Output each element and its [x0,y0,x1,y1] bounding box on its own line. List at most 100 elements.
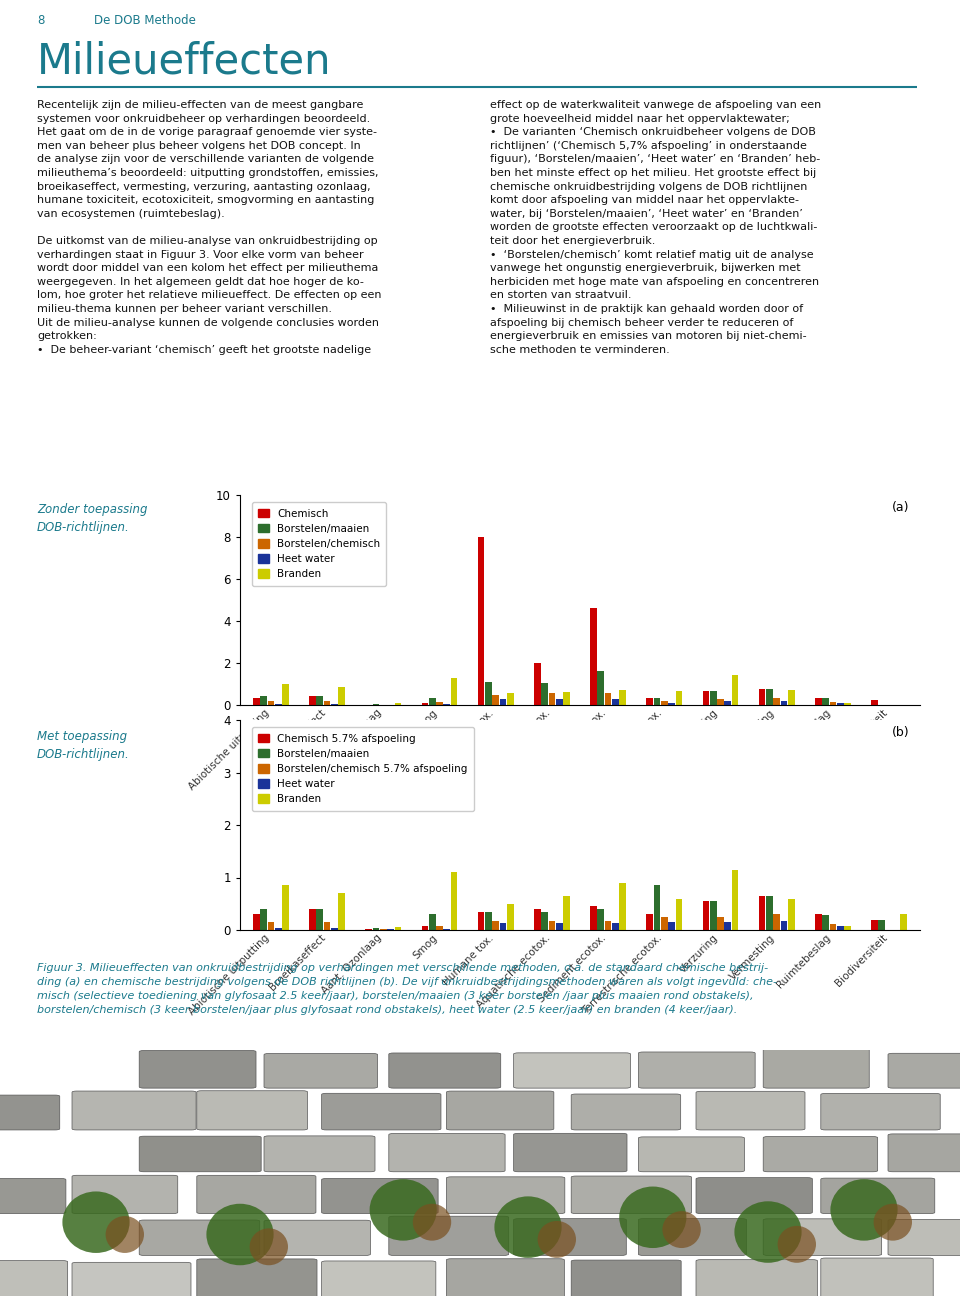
Bar [548,693,555,705]
Bar [766,896,773,931]
Bar [612,699,619,705]
Bar [421,925,428,931]
FancyBboxPatch shape [322,1178,438,1213]
Bar [499,923,506,931]
Text: Met toepassing
DOB-richtlijnen.: Met toepassing DOB-richtlijnen. [37,730,130,761]
FancyBboxPatch shape [763,1137,877,1172]
Ellipse shape [874,1204,912,1240]
Bar [429,914,436,931]
Ellipse shape [250,1229,288,1265]
Text: effect op de waterkwaliteit vanwege de afspoeling van een
grote hoeveelheid midd: effect op de waterkwaliteit vanwege de a… [490,100,821,355]
Bar [338,687,345,705]
Bar [878,919,885,931]
FancyBboxPatch shape [821,1178,935,1213]
Text: Recentelijk zijn de milieu-effecten van de meest gangbare
systemen voor onkruidb: Recentelijk zijn de milieu-effecten van … [37,100,381,355]
Bar [372,928,379,931]
Bar [268,701,275,705]
FancyBboxPatch shape [197,1175,316,1213]
Bar [668,923,675,931]
Bar [654,697,660,705]
Bar [275,928,281,931]
Bar [837,704,844,705]
FancyBboxPatch shape [821,1258,933,1296]
Bar [605,920,612,931]
Ellipse shape [778,1226,816,1262]
Bar [309,696,316,705]
Bar [597,908,604,931]
Bar [654,885,660,931]
Bar [309,908,316,931]
FancyBboxPatch shape [139,1051,256,1089]
Legend: Chemisch 5.7% afspoeling, Borstelen/maaien, Borstelen/chemisch 5.7% afspoeling, : Chemisch 5.7% afspoeling, Borstelen/maai… [252,727,473,810]
Bar [709,691,716,705]
FancyBboxPatch shape [446,1091,554,1130]
Bar [492,920,499,931]
Bar [317,696,324,705]
FancyBboxPatch shape [389,1134,505,1172]
Bar [268,923,275,931]
Ellipse shape [494,1196,562,1258]
Bar [725,923,732,931]
Bar [732,870,738,931]
FancyBboxPatch shape [514,1218,626,1256]
FancyBboxPatch shape [888,1220,960,1256]
Legend: Chemisch, Borstelen/maaien, Borstelen/chemisch, Heet water, Branden: Chemisch, Borstelen/maaien, Borstelen/ch… [252,503,386,586]
Bar [815,697,822,705]
FancyBboxPatch shape [888,1054,960,1089]
FancyBboxPatch shape [322,1094,441,1130]
Bar [556,923,563,931]
Bar [758,689,765,705]
Bar [822,915,828,931]
Bar [815,914,822,931]
Bar [844,925,851,931]
Bar [395,927,401,931]
Ellipse shape [538,1221,576,1258]
Bar [252,914,259,931]
Bar [478,537,485,705]
Bar [871,700,877,705]
Bar [492,695,499,705]
FancyBboxPatch shape [72,1262,191,1296]
Bar [774,697,780,705]
FancyBboxPatch shape [888,1134,960,1172]
Bar [597,671,604,705]
FancyBboxPatch shape [514,1052,631,1089]
Bar [646,914,653,931]
Bar [900,914,907,931]
Bar [564,896,570,931]
Bar [395,704,401,705]
Ellipse shape [662,1212,701,1248]
FancyBboxPatch shape [264,1221,371,1256]
Bar [324,923,330,931]
Ellipse shape [734,1201,802,1262]
Text: 8: 8 [37,14,44,27]
FancyBboxPatch shape [0,1178,66,1213]
Bar [758,896,765,931]
Ellipse shape [830,1179,898,1240]
Bar [660,701,667,705]
Bar [703,691,709,705]
FancyBboxPatch shape [763,1048,869,1089]
FancyBboxPatch shape [139,1137,261,1172]
Bar [780,921,787,931]
Bar [717,916,724,931]
Text: Zonder toepassing
DOB-richtlijnen.: Zonder toepassing DOB-richtlijnen. [37,503,148,534]
Text: (a): (a) [892,502,910,515]
Bar [619,883,626,931]
FancyBboxPatch shape [696,1091,805,1130]
Bar [338,893,345,931]
Bar [732,674,738,705]
Ellipse shape [106,1216,144,1253]
FancyBboxPatch shape [821,1094,940,1130]
FancyBboxPatch shape [638,1137,744,1172]
Bar [556,699,563,705]
FancyBboxPatch shape [638,1218,747,1256]
Bar [788,898,795,931]
Bar [499,699,506,705]
Bar [837,927,844,931]
Bar [260,908,267,931]
FancyBboxPatch shape [514,1133,627,1172]
Bar [774,914,780,931]
Ellipse shape [370,1179,437,1240]
Bar [451,872,458,931]
